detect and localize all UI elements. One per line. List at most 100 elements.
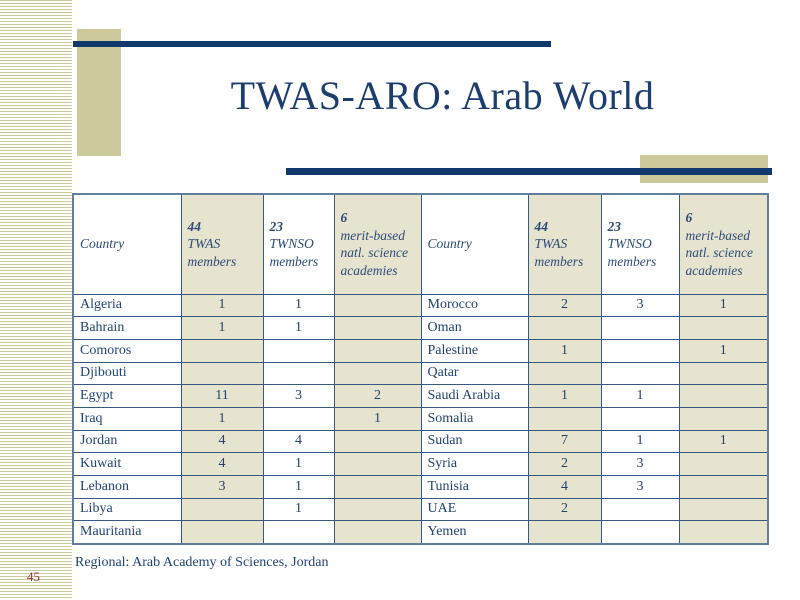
academies-cell: 2 [333,384,422,408]
twnso-cell: 1 [262,497,335,522]
twas-cell [527,361,602,386]
tan-accent-block-left [77,29,121,156]
table-row: Mauritania Yemen [72,520,769,545]
country-cell: Djibouti [72,361,182,386]
twas-cell: 1 [527,384,602,408]
twas-label: TWAS members [534,236,584,270]
country-cell: Kuwait [72,452,182,476]
academies-label: merit-based natl. science academies [340,227,408,278]
left-stripe-band [0,0,72,600]
title-accent-bar-top [73,41,551,47]
twnso-cell [600,497,680,522]
twnso-cell: 1 [600,429,680,454]
twas-cell [527,406,602,431]
twas-label: TWAS members [187,236,237,270]
country-cell: Sudan [420,429,529,454]
academies-cell [678,497,769,522]
academies-cell [678,406,769,431]
academies-cell [678,452,769,476]
academies-cell: 1 [678,338,769,363]
academies-cell [678,474,769,499]
col-header-twnso-right: 23 TWNSO members [600,193,680,295]
twnso-cell [262,520,335,545]
academies-count: 6 [685,210,693,226]
table-row: Lebanon 3 1 Tunisia 4 3 [72,474,769,499]
country-cell: Lebanon [72,474,182,499]
twas-cell: 3 [180,474,264,499]
table-row: Jordan 4 4 Sudan 7 1 1 [72,429,769,454]
twas-cell: 2 [527,452,602,476]
twnso-cell [600,316,680,340]
country-cell: Algeria [72,293,182,318]
academies-count: 6 [340,210,348,226]
table-row: Libya 1 UAE 2 [72,497,769,522]
twnso-cell: 3 [600,293,680,318]
twnso-cell: 1 [262,452,335,476]
twnso-cell: 4 [262,429,335,454]
academies-label: merit-based natl. science academies [685,227,753,278]
twas-cell [180,361,264,386]
twas-cell: 2 [527,497,602,522]
twnso-count: 23 [607,218,622,234]
twnso-cell: 1 [262,293,335,318]
twas-cell: 4 [180,429,264,454]
academies-cell [678,520,769,545]
country-cell: Morocco [420,293,529,318]
twas-cell [180,520,264,545]
slide-title: TWAS-ARO: Arab World [230,73,655,118]
academies-cell [333,429,422,454]
twnso-cell [262,406,335,431]
table-row: Kuwait 4 1 Syria 2 3 [72,452,769,476]
country-cell: Iraq [72,406,182,431]
table-row: Bahrain 1 1 Oman [72,316,769,340]
twas-cell: 7 [527,429,602,454]
academies-cell [678,361,769,386]
twas-cell [180,338,264,363]
twnso-cell [262,338,335,363]
academies-cell: 1 [678,293,769,318]
academies-cell [333,474,422,499]
twnso-cell [600,520,680,545]
twas-cell: 1 [180,293,264,318]
country-cell: Saudi Arabia [420,384,529,408]
twnso-cell [600,338,680,363]
twnso-label: TWNSO members [269,236,319,270]
academies-cell [678,316,769,340]
table-row: Comoros Palestine 1 1 [72,338,769,363]
twnso-cell: 3 [262,384,335,408]
twnso-cell: 3 [600,474,680,499]
country-cell: Somalia [420,406,529,431]
country-cell: Palestine [420,338,529,363]
members-table: Country 44 TWAS members 23 TWNSO members… [72,193,769,545]
country-cell: Egypt [72,384,182,408]
academies-cell [333,520,422,545]
twnso-cell [600,406,680,431]
academies-cell [678,384,769,408]
country-cell: Libya [72,497,182,522]
academies-cell: 1 [333,406,422,431]
twnso-cell [600,361,680,386]
twas-cell: 1 [180,316,264,340]
country-cell: Tunisia [420,474,529,499]
twnso-label: TWNSO members [607,236,657,270]
twas-cell: 1 [527,338,602,363]
col-header-academies: 6 merit-based natl. science academies [333,193,422,295]
country-cell: Mauritania [72,520,182,545]
title-accent-bar-bottom [286,168,772,175]
academies-cell [333,338,422,363]
col-header-country: Country [72,193,182,295]
twas-cell [527,520,602,545]
country-cell: Yemen [420,520,529,545]
col-header-twnso: 23 TWNSO members [262,193,335,295]
table-row: Djibouti Qatar [72,361,769,386]
country-cell: Comoros [72,338,182,363]
col-header-academies-right: 6 merit-based natl. science academies [678,193,769,295]
table-row: Algeria 1 1 Morocco 2 3 1 [72,293,769,318]
twnso-count: 23 [269,218,284,234]
col-header-twas: 44 TWAS members [180,193,264,295]
twas-cell: 4 [180,452,264,476]
twas-count: 44 [187,218,202,234]
academies-cell [333,293,422,318]
twas-cell: 11 [180,384,264,408]
country-cell: Jordan [72,429,182,454]
